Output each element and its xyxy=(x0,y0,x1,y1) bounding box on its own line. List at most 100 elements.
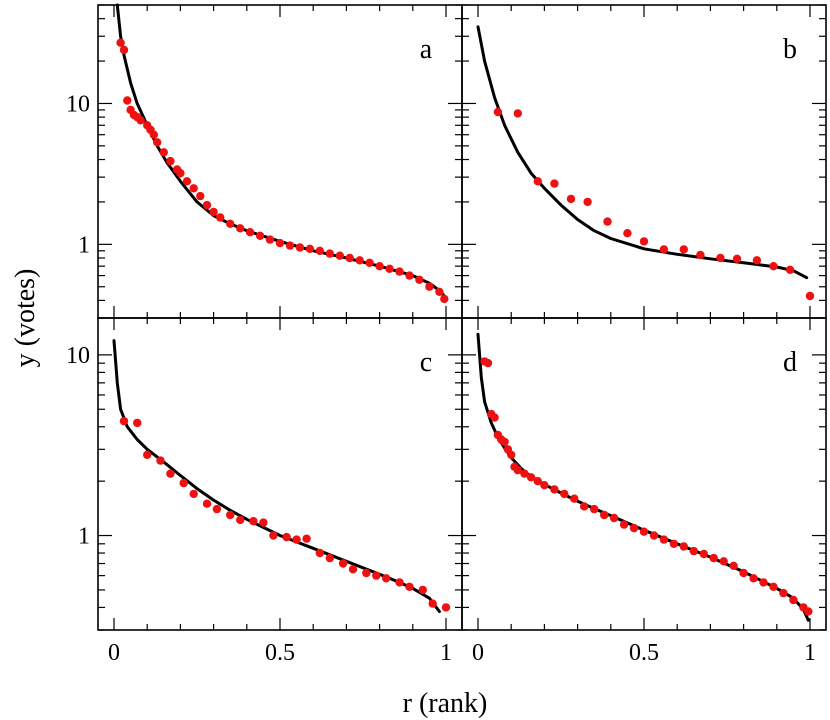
data-point xyxy=(149,130,158,139)
data-point xyxy=(216,213,225,222)
data-point xyxy=(550,485,559,494)
panel-d: 0 0.5 1 d xyxy=(461,317,827,666)
data-point xyxy=(785,265,795,274)
data-point xyxy=(202,499,212,508)
data-point xyxy=(789,595,798,605)
data-point xyxy=(119,45,129,55)
data-point xyxy=(526,473,536,482)
data-point xyxy=(669,539,679,548)
data-point xyxy=(385,264,394,273)
data-point xyxy=(440,294,449,304)
data-point xyxy=(649,531,659,540)
data-point xyxy=(659,535,669,544)
data-point xyxy=(245,228,255,237)
data-point xyxy=(428,599,437,608)
data-point xyxy=(372,571,381,580)
panel-a: 1 10 a xyxy=(66,3,463,319)
data-point xyxy=(295,243,305,252)
fit-line xyxy=(476,25,809,280)
data-point xyxy=(583,197,592,207)
data-point xyxy=(749,574,758,583)
data-point xyxy=(729,561,738,570)
data-point xyxy=(639,527,649,536)
data-point xyxy=(196,191,205,201)
data-point xyxy=(405,582,414,591)
data-point xyxy=(362,568,371,578)
data-point xyxy=(315,548,324,558)
data-point xyxy=(623,229,632,238)
data-point xyxy=(282,532,291,542)
data-point xyxy=(212,504,222,514)
data-point xyxy=(302,534,311,543)
data-point xyxy=(249,517,258,526)
data-point xyxy=(679,542,688,551)
data-point xyxy=(269,531,278,540)
data-point xyxy=(226,219,235,228)
x-tick-label: 0 xyxy=(472,640,484,666)
data-point xyxy=(752,256,762,265)
data-point xyxy=(493,107,503,117)
y-tick-label: 10 xyxy=(66,91,90,117)
panel-label: b xyxy=(783,34,797,65)
data-point xyxy=(769,262,778,271)
data-point xyxy=(689,546,698,556)
data-point xyxy=(335,251,344,260)
data-point xyxy=(305,244,315,253)
data-point xyxy=(435,287,444,296)
data-point xyxy=(405,271,414,280)
data-point xyxy=(345,253,354,263)
data-point xyxy=(425,282,434,291)
data-point xyxy=(153,138,162,147)
data-point xyxy=(696,250,705,260)
x-tick-label: 0 xyxy=(108,640,120,666)
data-point xyxy=(490,413,499,422)
data-point xyxy=(325,249,334,258)
data-point xyxy=(507,450,516,459)
data-point xyxy=(236,515,245,525)
panel-b: b xyxy=(461,4,827,319)
data-point xyxy=(226,510,235,520)
panel-label: c xyxy=(420,347,432,378)
data-point xyxy=(189,184,198,193)
data-point xyxy=(629,523,639,533)
data-point xyxy=(338,559,348,568)
data-point xyxy=(609,513,619,523)
panel-frame xyxy=(461,4,827,319)
data-point xyxy=(176,169,185,178)
panel-c: 1 10 0 0.5 1 c xyxy=(66,317,463,666)
data-point xyxy=(355,256,364,265)
panel-frame xyxy=(97,4,463,319)
data-point xyxy=(395,267,404,276)
data-point xyxy=(136,116,145,125)
data-point xyxy=(189,489,198,499)
data-point xyxy=(259,518,268,527)
data-point xyxy=(699,549,708,559)
panel-label: a xyxy=(420,34,433,65)
x-tick-label: 0.5 xyxy=(629,640,659,666)
x-axis-label: r (rank) xyxy=(403,688,488,719)
data-point xyxy=(560,489,569,499)
data-point xyxy=(533,477,542,486)
data-point xyxy=(395,578,404,587)
data-point xyxy=(603,217,612,226)
y-tick-label: 1 xyxy=(78,524,90,550)
data-point xyxy=(166,469,175,478)
data-point xyxy=(540,481,549,490)
data-point xyxy=(285,241,295,250)
data-point xyxy=(520,469,529,478)
y-tick-label: 1 xyxy=(78,232,90,258)
x-tick-label: 1 xyxy=(804,640,816,666)
data-point xyxy=(182,177,192,186)
data-point xyxy=(716,253,725,263)
panel-label: d xyxy=(783,347,797,378)
data-point xyxy=(365,258,374,267)
data-point xyxy=(805,291,815,301)
data-point xyxy=(166,156,175,166)
data-point xyxy=(590,504,599,514)
data-point xyxy=(315,246,324,255)
data-point xyxy=(804,607,813,616)
data-point xyxy=(639,237,649,246)
panels: 1 10 a b 1 10 0 0.5 1 c 0 0.5 1 d xyxy=(66,3,827,666)
data-point xyxy=(483,358,493,368)
data-point xyxy=(759,578,768,587)
